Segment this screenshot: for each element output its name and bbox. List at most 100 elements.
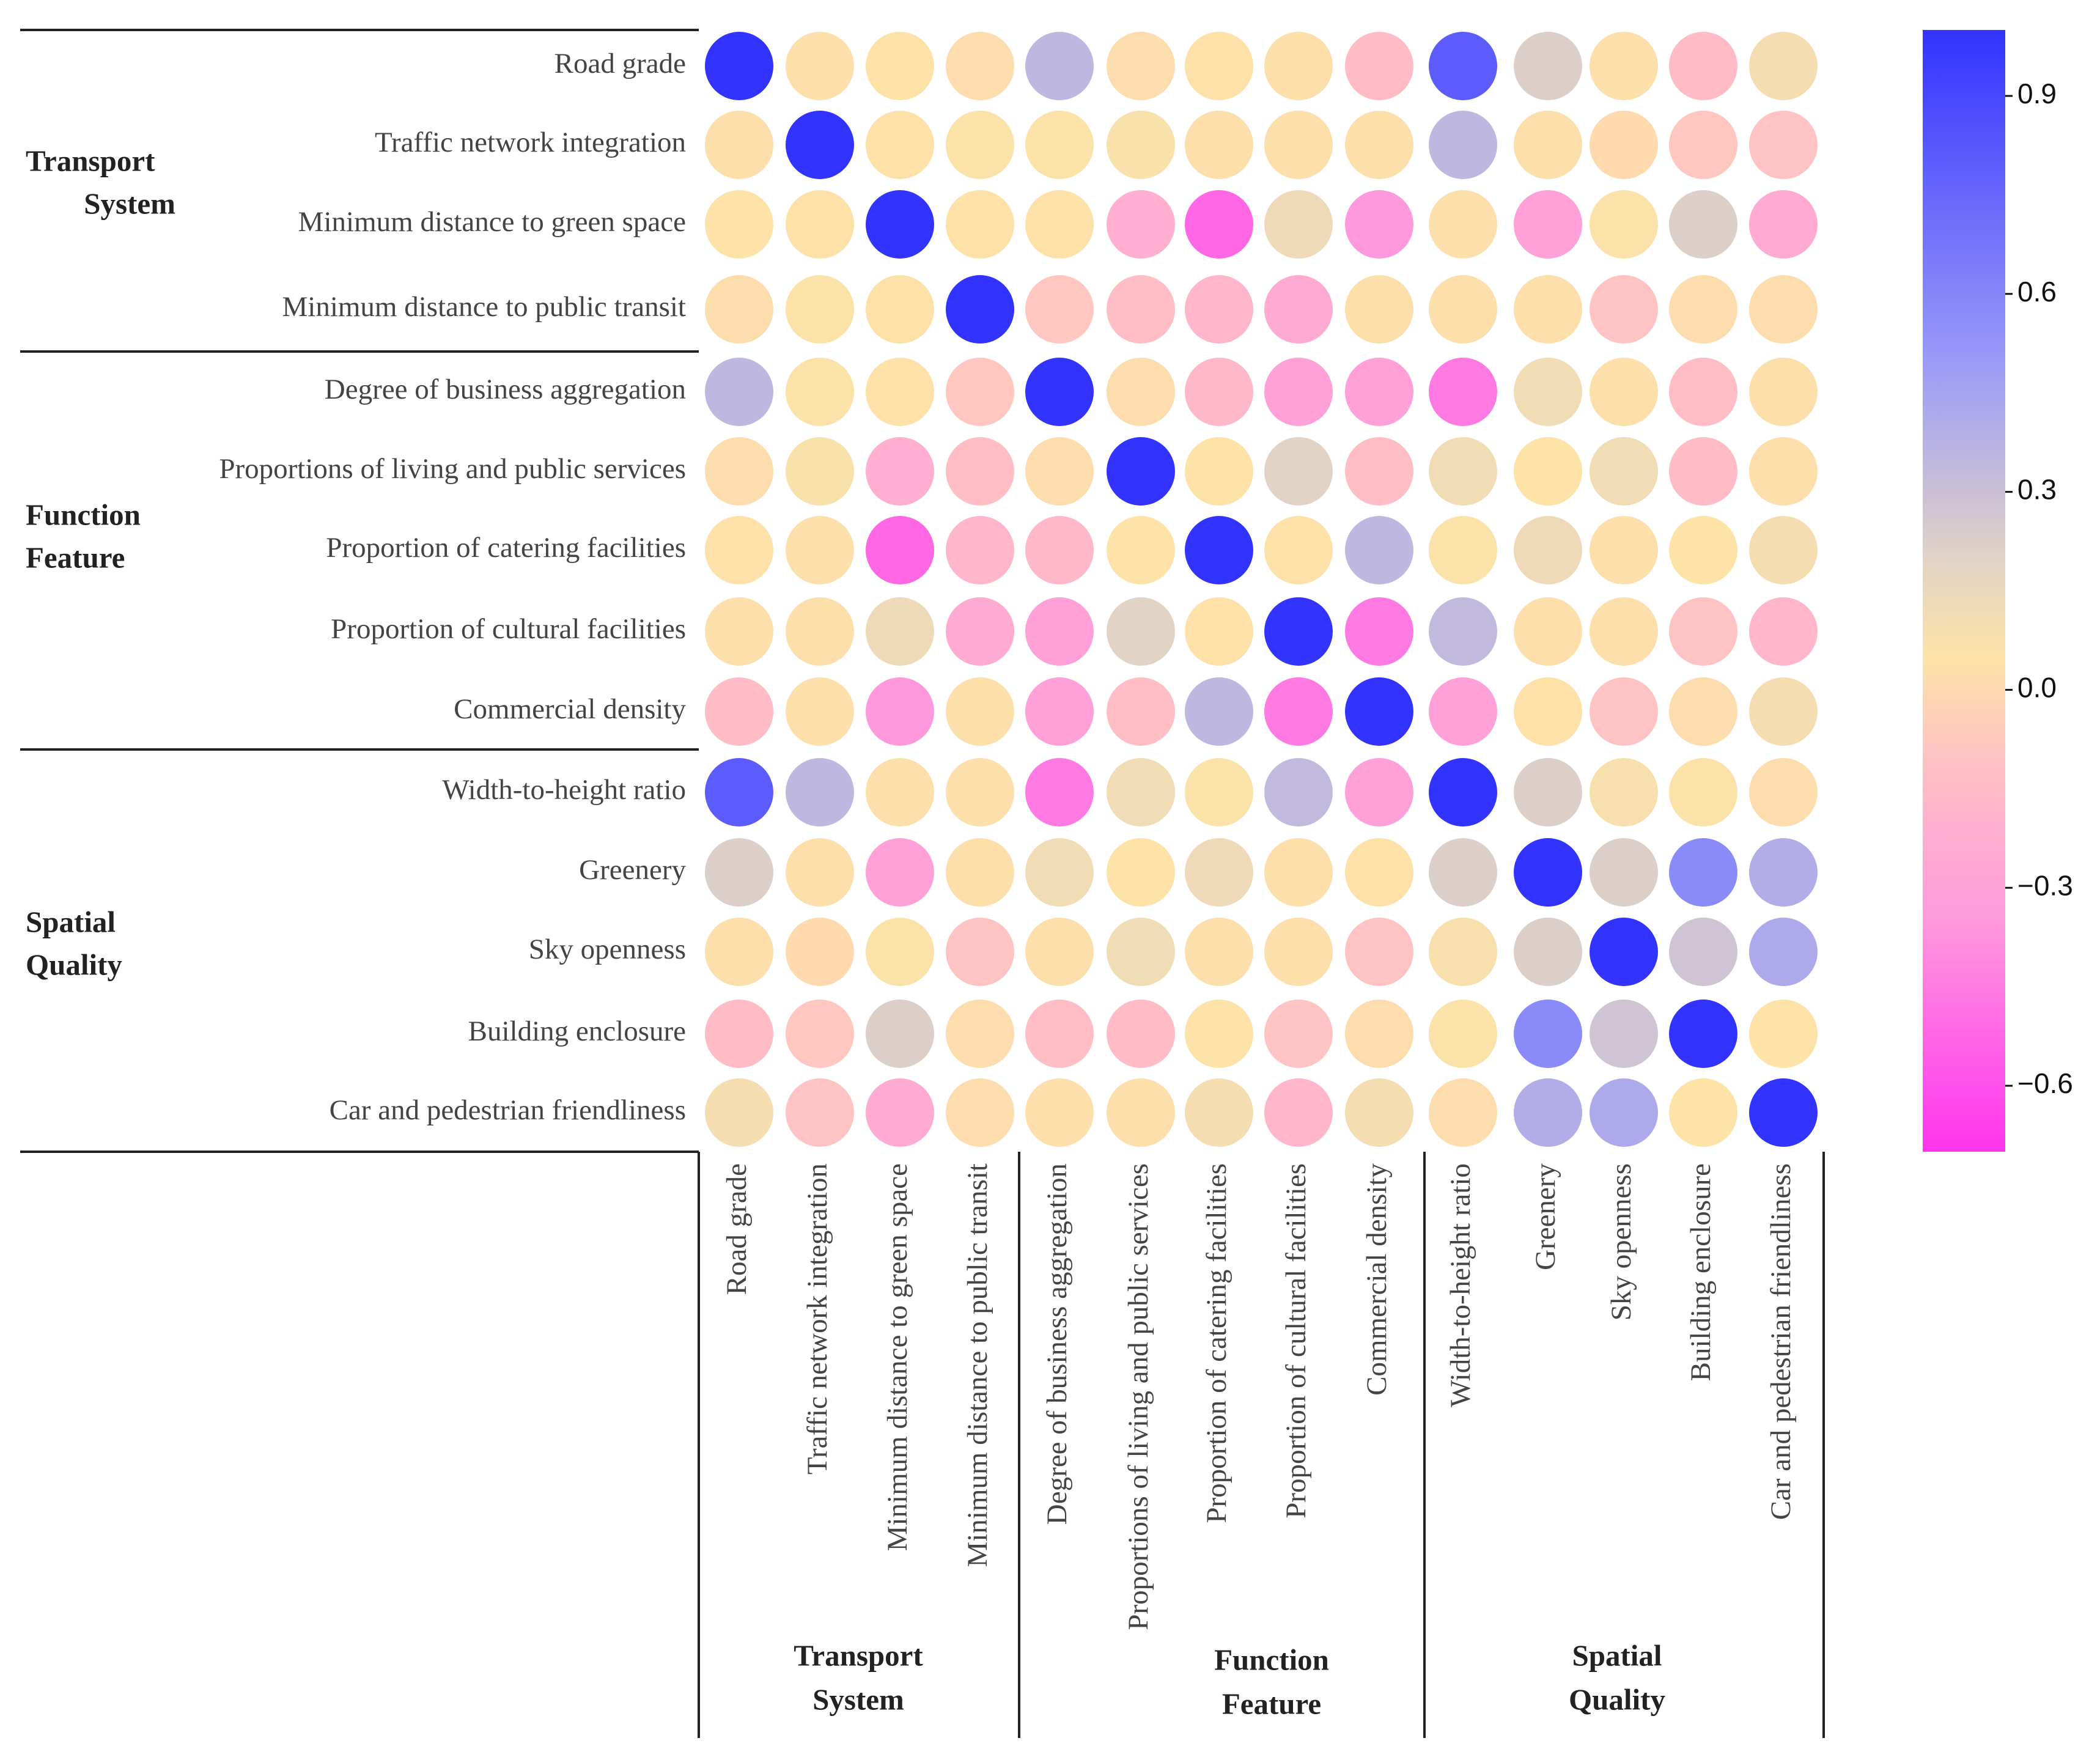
cell-11-13 bbox=[1749, 918, 1818, 986]
cell-11-8 bbox=[1345, 918, 1413, 986]
cell-7-1 bbox=[786, 597, 854, 666]
cell-2-12 bbox=[1669, 190, 1737, 259]
colorbar-gradient bbox=[1923, 30, 2005, 1152]
cell-9-1 bbox=[786, 758, 854, 827]
cell-12-8 bbox=[1345, 1000, 1413, 1068]
cell-6-6 bbox=[1185, 516, 1253, 584]
cell-11-0 bbox=[705, 918, 773, 986]
col-label-3: Minimum distance to public transit bbox=[962, 1163, 993, 1567]
cell-5-11 bbox=[1590, 437, 1658, 506]
cell-1-10 bbox=[1514, 111, 1582, 179]
left-group-label-0-line1: Transport bbox=[26, 144, 155, 177]
cell-6-2 bbox=[866, 516, 934, 584]
cell-13-6 bbox=[1185, 1078, 1253, 1147]
cell-13-3 bbox=[946, 1078, 1014, 1147]
cell-6-8 bbox=[1345, 516, 1413, 584]
cell-12-13 bbox=[1749, 1000, 1818, 1068]
cell-9-11 bbox=[1590, 758, 1658, 827]
cell-2-1 bbox=[786, 190, 854, 259]
cell-5-5 bbox=[1107, 437, 1175, 506]
cell-3-13 bbox=[1749, 275, 1818, 344]
cell-11-2 bbox=[866, 918, 934, 986]
cell-12-6 bbox=[1185, 1000, 1253, 1068]
cell-12-5 bbox=[1107, 1000, 1175, 1068]
cell-12-3 bbox=[946, 1000, 1014, 1068]
cell-7-0 bbox=[705, 597, 773, 666]
cell-10-3 bbox=[946, 838, 1014, 907]
cell-3-1 bbox=[786, 275, 854, 344]
cell-4-8 bbox=[1345, 358, 1413, 426]
cell-3-7 bbox=[1264, 275, 1333, 344]
cell-13-7 bbox=[1264, 1078, 1333, 1147]
left-group-label-1-line1: Function bbox=[26, 498, 141, 531]
bottom-group-label-1-line1: Function bbox=[1214, 1643, 1329, 1676]
row-label-4: Degree of business aggregation bbox=[325, 374, 686, 405]
cell-3-5 bbox=[1107, 275, 1175, 344]
cell-10-7 bbox=[1264, 838, 1333, 907]
cell-9-12 bbox=[1669, 758, 1737, 827]
cell-2-10 bbox=[1514, 190, 1582, 259]
col-label-2: Minimum distance to green space bbox=[882, 1163, 913, 1551]
bottom-group-label-2-line1: Spatial bbox=[1572, 1638, 1662, 1672]
left-group-label-2-line2: Quality bbox=[26, 948, 122, 981]
cell-0-9 bbox=[1429, 32, 1497, 100]
cell-13-10 bbox=[1514, 1078, 1582, 1147]
cell-6-9 bbox=[1429, 516, 1497, 584]
cell-9-5 bbox=[1107, 758, 1175, 827]
cell-11-5 bbox=[1107, 918, 1175, 986]
col-label-11: Sky openness bbox=[1605, 1163, 1637, 1320]
cell-3-6 bbox=[1185, 275, 1253, 344]
cell-10-1 bbox=[786, 838, 854, 907]
cell-7-13 bbox=[1749, 597, 1818, 666]
cell-2-11 bbox=[1590, 190, 1658, 259]
cell-13-2 bbox=[866, 1078, 934, 1147]
cell-4-6 bbox=[1185, 358, 1253, 426]
cell-7-7 bbox=[1264, 597, 1333, 666]
cell-9-6 bbox=[1185, 758, 1253, 827]
cell-8-1 bbox=[786, 677, 854, 746]
cell-4-13 bbox=[1749, 358, 1818, 426]
cell-5-2 bbox=[866, 437, 934, 506]
cell-5-8 bbox=[1345, 437, 1413, 506]
cell-10-0 bbox=[705, 838, 773, 907]
cell-5-13 bbox=[1749, 437, 1818, 506]
cell-11-4 bbox=[1025, 918, 1094, 986]
cell-5-6 bbox=[1185, 437, 1253, 506]
cell-5-3 bbox=[946, 437, 1014, 506]
row-label-10: Greenery bbox=[579, 854, 686, 886]
row-label-13: Car and pedestrian friendliness bbox=[330, 1094, 686, 1126]
col-label-12: Building enclosure bbox=[1685, 1163, 1717, 1381]
cell-11-10 bbox=[1514, 918, 1582, 986]
cell-7-2 bbox=[866, 597, 934, 666]
colorbar-tick-label-1: 0.6 bbox=[2017, 276, 2057, 307]
cell-9-2 bbox=[866, 758, 934, 827]
cell-13-8 bbox=[1345, 1078, 1413, 1147]
cell-12-0 bbox=[705, 1000, 773, 1068]
cell-8-13 bbox=[1749, 677, 1818, 746]
cell-10-11 bbox=[1590, 838, 1658, 907]
cell-0-10 bbox=[1514, 32, 1582, 100]
cell-2-8 bbox=[1345, 190, 1413, 259]
cell-4-12 bbox=[1669, 358, 1737, 426]
colorbar-tick-label-0: 0.9 bbox=[2017, 78, 2057, 109]
cell-5-0 bbox=[705, 437, 773, 506]
cell-11-12 bbox=[1669, 918, 1737, 986]
cell-9-7 bbox=[1264, 758, 1333, 827]
cell-13-9 bbox=[1429, 1078, 1497, 1147]
cell-0-7 bbox=[1264, 32, 1333, 100]
row-label-6: Proportion of catering facilities bbox=[326, 532, 686, 564]
cell-2-0 bbox=[705, 190, 773, 259]
group-labels: Transport System Function Feature Spatial Qua… bbox=[26, 144, 1665, 1720]
cell-2-4 bbox=[1025, 190, 1094, 259]
col-label-9: Width-to-height ratio bbox=[1445, 1163, 1476, 1407]
col-label-8: Commercial density bbox=[1361, 1163, 1393, 1396]
cell-7-9 bbox=[1429, 597, 1497, 666]
cell-13-0 bbox=[705, 1078, 773, 1147]
bottom-group-label-2-line2: Quality bbox=[1569, 1682, 1665, 1716]
row-label-12: Building enclosure bbox=[468, 1015, 686, 1047]
cell-6-3 bbox=[946, 516, 1014, 584]
cell-1-6 bbox=[1185, 111, 1253, 179]
col-label-6: Proportion of catering facilities bbox=[1201, 1163, 1232, 1523]
cell-7-4 bbox=[1025, 597, 1094, 666]
cell-8-10 bbox=[1514, 677, 1582, 746]
